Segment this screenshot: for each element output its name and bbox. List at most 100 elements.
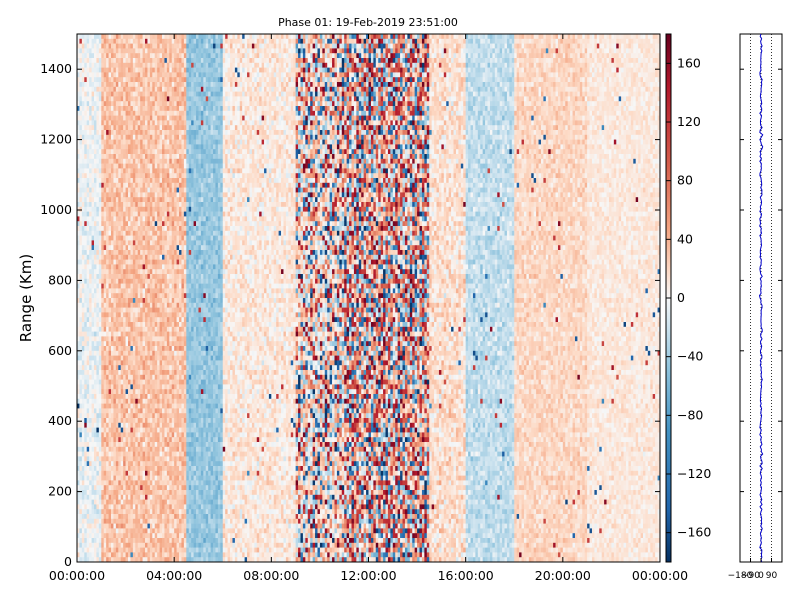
heatmap-cell [140, 39, 143, 44]
heatmap-cell [118, 370, 121, 375]
heatmap-cell [157, 360, 160, 365]
heatmap-cell [128, 221, 131, 226]
heatmap-cell [99, 423, 102, 428]
heatmap-cell [126, 442, 129, 447]
heatmap-cell [104, 288, 107, 293]
heatmap-cell [184, 380, 187, 385]
heatmap-cell [174, 480, 177, 485]
heatmap-cell [184, 120, 187, 125]
heatmap-cell [172, 135, 175, 140]
heatmap-cell [174, 111, 177, 116]
heatmap-cell [89, 404, 92, 409]
heatmap-cell [84, 279, 87, 284]
heatmap-cell [177, 240, 180, 245]
heatmap-cell [130, 428, 133, 433]
heatmap-cell [184, 341, 187, 346]
heatmap-cell [89, 408, 92, 413]
heatmap-cell [104, 125, 107, 130]
heatmap-cell [169, 106, 172, 111]
heatmap-cell [113, 116, 116, 121]
heatmap-cell [128, 106, 131, 111]
heatmap-cell [174, 332, 177, 337]
heatmap-cell [145, 72, 148, 77]
heatmap-cell [99, 413, 102, 418]
heatmap-cell [157, 202, 160, 207]
heatmap-cell [160, 279, 163, 284]
heatmap-cell [174, 317, 177, 322]
heatmap-cell [164, 471, 167, 476]
heatmap-cell [128, 192, 131, 197]
heatmap-cell [155, 188, 158, 193]
heatmap-cell [126, 308, 129, 313]
heatmap-cell [106, 514, 109, 519]
heatmap-cell [157, 466, 160, 471]
heatmap-cell [174, 404, 177, 409]
heatmap-cell [113, 58, 116, 63]
heatmap-cell [138, 236, 141, 241]
heatmap-cell [140, 308, 143, 313]
heatmap-cell [121, 92, 124, 97]
heatmap-cell [145, 231, 148, 236]
heatmap-cell [162, 44, 165, 49]
heatmap-cell [160, 495, 163, 500]
heatmap-cell [87, 116, 90, 121]
heatmap-cell [143, 82, 146, 87]
heatmap-cell [164, 365, 167, 370]
heatmap-cell [96, 116, 99, 121]
heatmap-cell [138, 500, 141, 505]
heatmap-cell [104, 154, 107, 159]
heatmap-cell [143, 183, 146, 188]
heatmap-cell [138, 77, 141, 82]
heatmap-cell [155, 44, 158, 49]
heatmap-cell [84, 317, 87, 322]
heatmap-cell [130, 149, 133, 154]
heatmap-cell [155, 437, 158, 442]
heatmap-cell [87, 68, 90, 73]
heatmap-cell [118, 524, 121, 529]
heatmap-cell [147, 332, 150, 337]
heatmap-cell [181, 322, 184, 327]
heatmap-cell [99, 216, 102, 221]
heatmap-cell [138, 308, 141, 313]
heatmap-cell [101, 284, 104, 289]
heatmap-cell [157, 96, 160, 101]
heatmap-cell [138, 125, 141, 130]
heatmap-cell [109, 365, 112, 370]
heatmap-cell [96, 202, 99, 207]
heatmap-cell [150, 149, 153, 154]
heatmap-cell [130, 423, 133, 428]
heatmap-cell [118, 490, 121, 495]
heatmap-cell [133, 154, 136, 159]
heatmap-cell [145, 125, 148, 130]
heatmap-cell [99, 341, 102, 346]
heatmap-cell [128, 375, 131, 380]
heatmap-cell [111, 528, 114, 533]
heatmap-cell [155, 442, 158, 447]
heatmap-cell [162, 552, 165, 557]
heatmap-cell [116, 456, 119, 461]
heatmap-cell [116, 226, 119, 231]
heatmap-cell [181, 476, 184, 481]
heatmap-cell [79, 303, 82, 308]
heatmap-cell [157, 173, 160, 178]
heatmap-cell [147, 552, 150, 557]
heatmap-cell [155, 476, 158, 481]
heatmap-cell [121, 336, 124, 341]
heatmap-cell [128, 500, 131, 505]
heatmap-cell [179, 447, 182, 452]
heatmap-cell [118, 471, 121, 476]
heatmap-cell [89, 380, 92, 385]
heatmap-cell [113, 125, 116, 130]
heatmap-cell [121, 231, 124, 236]
heatmap-cell [172, 423, 175, 428]
heatmap-cell [101, 552, 104, 557]
heatmap-cell [147, 500, 150, 505]
heatmap-cell [184, 68, 187, 73]
heatmap-cell [92, 274, 95, 279]
heatmap-cell [82, 500, 85, 505]
heatmap-cell [104, 552, 107, 557]
heatmap-cell [145, 164, 148, 169]
heatmap-cell [133, 336, 136, 341]
heatmap-cell [111, 231, 114, 236]
heatmap-cell [179, 149, 182, 154]
